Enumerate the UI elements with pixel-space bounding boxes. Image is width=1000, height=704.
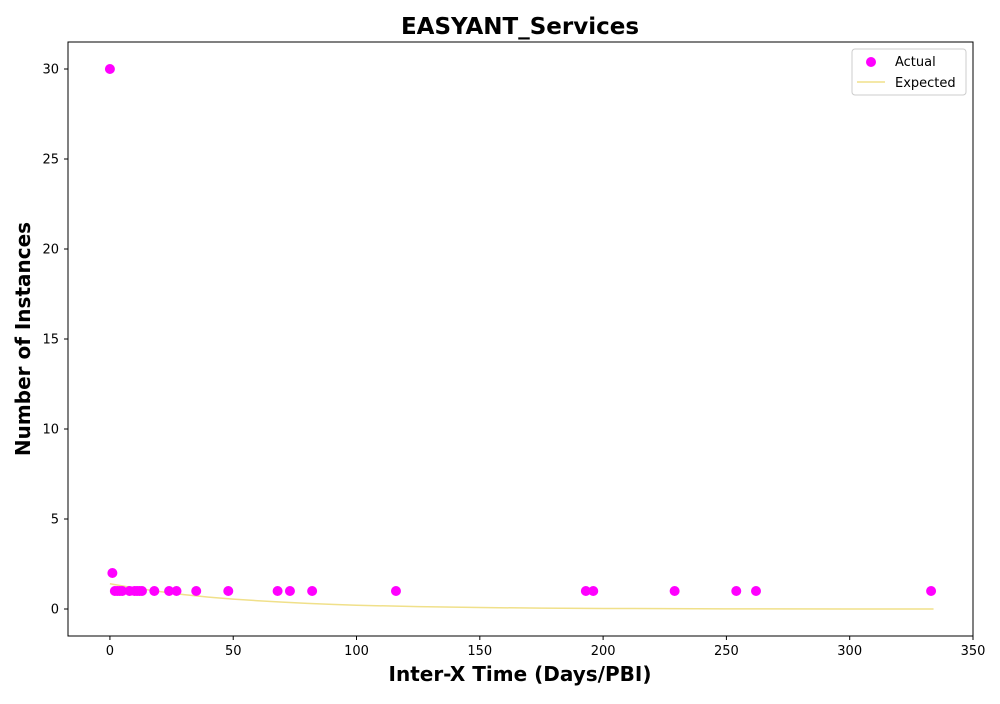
x-tick-label: 0	[106, 644, 114, 659]
x-tick-label: 100	[344, 644, 369, 659]
x-tick-label: 150	[467, 644, 492, 659]
x-tick-label: 50	[225, 644, 242, 659]
actual-point	[580, 586, 591, 596]
legend-actual-label: Actual	[895, 55, 936, 70]
legend-expected-label: Expected	[895, 76, 956, 91]
y-tick-label: 20	[42, 243, 59, 258]
actual-point	[223, 586, 234, 596]
expected-line	[109, 583, 934, 610]
legend-actual-marker	[866, 57, 876, 67]
x-tick-label: 250	[714, 644, 739, 659]
x-axis: 0 50 100 150 200 250 300 350	[106, 636, 986, 659]
y-tick-label: 10	[42, 423, 59, 438]
y-tick-label: 25	[42, 153, 59, 168]
actual-point	[731, 586, 742, 596]
x-axis-title: Inter-X Time (Days/PBI)	[389, 662, 652, 686]
actual-point	[390, 586, 401, 596]
y-tick-label: 0	[51, 603, 59, 618]
legend-box	[851, 48, 967, 96]
chart-title: EASYANT_Services	[401, 14, 639, 40]
actual-point	[191, 586, 202, 596]
actual-point	[307, 586, 318, 596]
actual-point	[164, 586, 175, 596]
actual-point	[284, 586, 295, 596]
x-tick-label: 350	[961, 644, 986, 659]
y-axis: 0 5 10 15 20 25 30	[42, 63, 68, 618]
actual-point	[149, 586, 160, 596]
plot-frame	[67, 41, 974, 637]
actual-point	[669, 586, 680, 596]
actual-point	[751, 586, 761, 596]
actual-point	[104, 64, 115, 74]
y-tick-label: 5	[51, 513, 59, 528]
actual-point	[926, 586, 937, 596]
y-axis-title: Number of Instances	[11, 222, 35, 456]
plot-area	[104, 64, 937, 610]
actual-point	[171, 586, 182, 596]
y-tick-label: 15	[42, 333, 59, 348]
actual-point	[136, 586, 147, 596]
x-tick-label: 200	[591, 644, 616, 659]
actual-point	[117, 586, 128, 596]
y-tick-label: 30	[42, 63, 59, 78]
x-tick-label: 300	[837, 644, 862, 659]
actual-point	[107, 568, 118, 578]
actual-point	[588, 586, 599, 596]
legend: Actual Expected	[851, 48, 967, 96]
actual-point	[272, 586, 283, 596]
